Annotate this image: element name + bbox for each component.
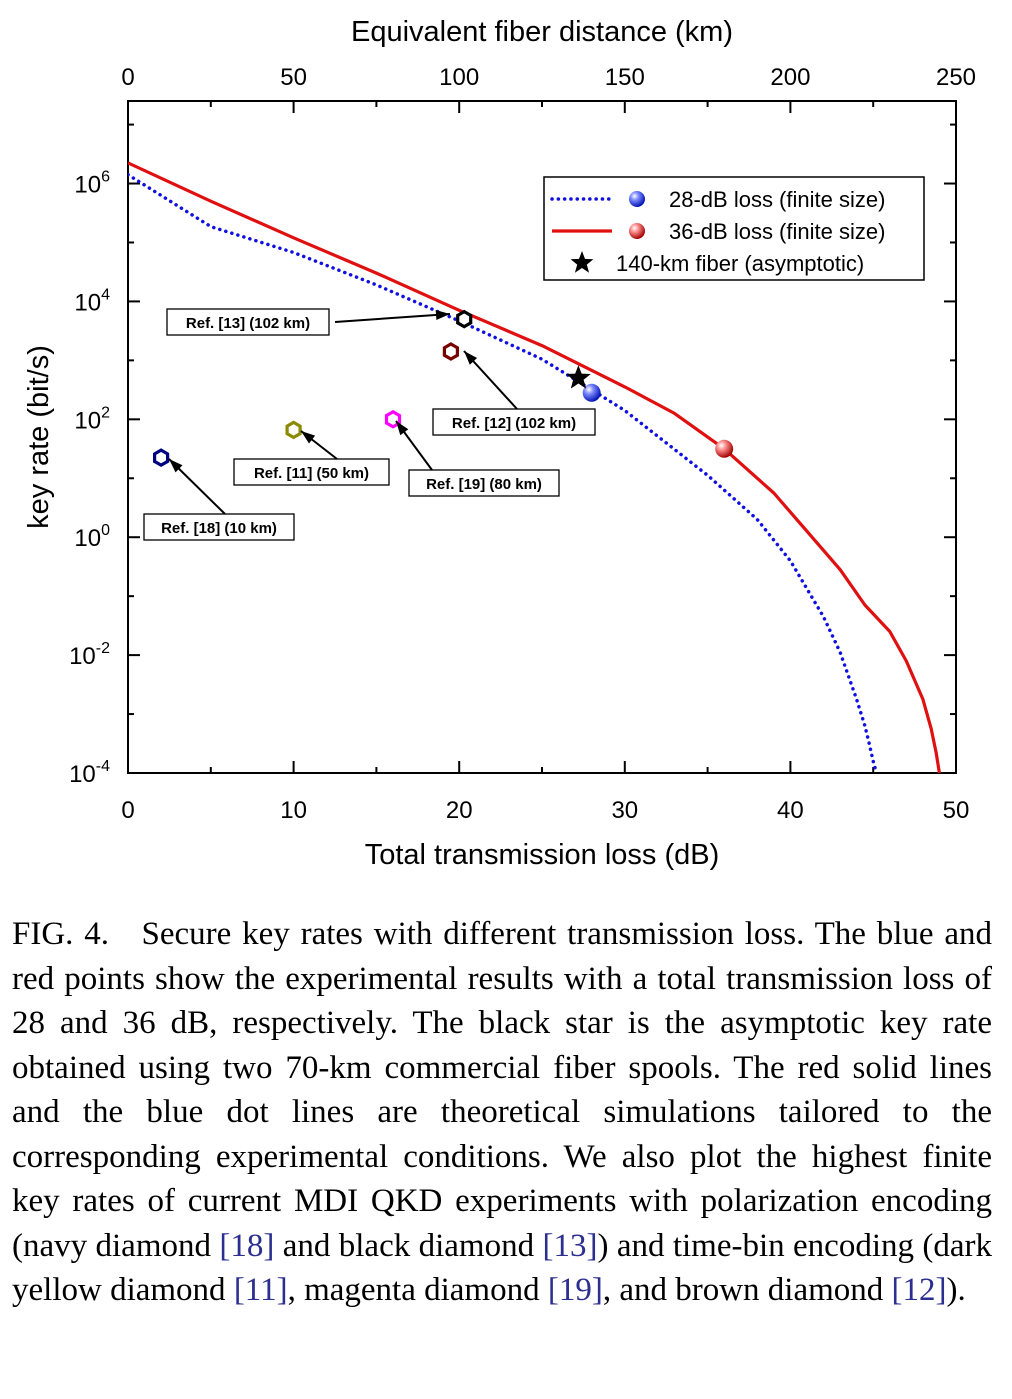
caption-ref-12[interactable]: [12]: [891, 1272, 947, 1308]
legend-star-marker: [570, 251, 594, 273]
y-tick-label: 106: [74, 169, 110, 199]
x-tick-label: 20: [446, 797, 473, 824]
ref-marker: [384, 409, 402, 429]
x2-tick-label: 50: [280, 64, 307, 91]
point-28db-ball: [582, 383, 601, 402]
legend-ball-marker: [629, 223, 645, 239]
x2-tick-label: 250: [936, 64, 976, 91]
y-tick-label: 10-2: [69, 640, 110, 670]
caption-text-1: Secure key rates with different transmis…: [12, 916, 992, 1264]
ref-arrow-line: [334, 313, 451, 323]
ref-marker: [442, 342, 459, 361]
y-tick-label: 104: [74, 286, 110, 316]
figure-caption: FIG. 4. Secure key rates with different …: [12, 912, 992, 1313]
legend-label: 28-dB loss (finite size): [669, 187, 885, 212]
x2-tick-label: 150: [605, 64, 645, 91]
caption-lead: FIG. 4.: [12, 916, 110, 952]
caption-text-4: , magenta diamond: [287, 1272, 548, 1308]
x-tick-label: 50: [943, 797, 970, 824]
x-tick-label: 40: [777, 797, 804, 824]
x-tick-label: 30: [611, 797, 638, 824]
x2-tick-label: 100: [439, 64, 479, 91]
legend-label: 36-dB loss (finite size): [669, 219, 885, 244]
x-tick-label: 10: [280, 797, 307, 824]
caption-ref-18[interactable]: [18]: [219, 1227, 275, 1264]
x2-tick-label: 200: [770, 64, 810, 91]
x2-tick-label: 0: [121, 64, 134, 91]
ref-annotation-box: [143, 513, 295, 541]
x-axis-title: Total transmission loss (dB): [365, 839, 720, 871]
ref-annotation-label: Ref. [12] (102 km): [452, 415, 576, 432]
ref-marker: [153, 448, 170, 467]
y-tick-label: 100: [74, 522, 110, 552]
caption-ref-11[interactable]: [11]: [233, 1272, 288, 1308]
ref-annotation-box: [432, 408, 596, 436]
ref-annotation-label: Ref. [11] (50 km): [254, 465, 369, 482]
ref-arrow-head: [435, 310, 450, 320]
y-tick-label: 10-4: [69, 758, 110, 788]
y-axis-title: key rate (bit/s): [23, 345, 55, 529]
ref-arrow-head: [396, 421, 409, 436]
caption-text-6: ).: [946, 1272, 966, 1308]
caption-text-3: ) and time-bin encoding (dark yellow dia…: [12, 1227, 992, 1309]
asymptotic-star-marker: [566, 365, 591, 389]
ref-arrow-head: [464, 351, 478, 365]
series-36db-line: [128, 161, 941, 773]
ref-annotation-box: [166, 308, 330, 336]
legend-ball-marker: [629, 191, 645, 207]
x2-axis-title: Equivalent fiber distance (km): [351, 16, 733, 48]
ref-annotation-box: [408, 469, 560, 497]
legend-box: [543, 176, 925, 281]
caption-text-2: and black diamond: [274, 1227, 543, 1264]
ref-marker: [456, 309, 473, 329]
ref-marker: [285, 420, 302, 440]
ref-arrow-head: [169, 459, 183, 473]
ref-annotation-label: Ref. [19] (80 km): [426, 476, 542, 493]
ref-annotation-box: [233, 458, 390, 486]
ref-annotation-label: Ref. [13] (102 km): [186, 315, 310, 332]
caption-text-5: , and brown diamond: [602, 1272, 892, 1308]
key-rate-chart: 0 10 20 30 40 50 0 50 100 150 200 250 106 104 102 100 10…: [23, 16, 976, 871]
legend-label: 140-km fiber (asymptotic): [616, 251, 864, 276]
series-28db-line: [128, 172, 879, 773]
x-tick-label: 0: [121, 797, 134, 824]
caption-ref-13[interactable]: [13]: [542, 1227, 598, 1264]
y-tick-label: 102: [74, 404, 110, 434]
point-36db-ball: [715, 439, 734, 458]
ref-arrow-head: [301, 431, 316, 444]
ref-annotation-label: Ref. [18] (10 km): [161, 520, 277, 537]
caption-ref-19[interactable]: [19]: [547, 1272, 603, 1308]
